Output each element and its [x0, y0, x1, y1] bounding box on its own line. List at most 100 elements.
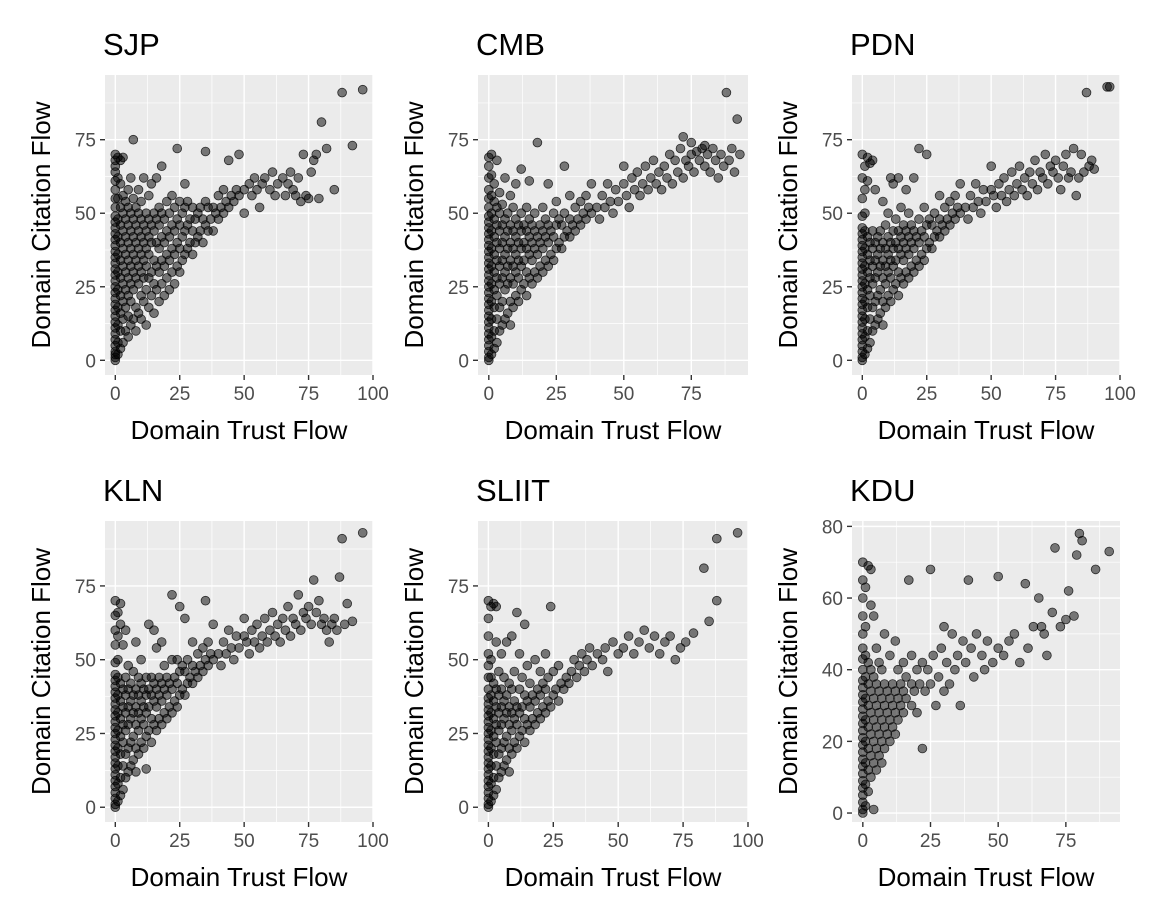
data-point	[180, 179, 190, 189]
data-point	[1025, 167, 1035, 177]
data-point	[1040, 149, 1051, 160]
data-point	[1071, 190, 1081, 201]
x-tick-label: 25	[546, 384, 567, 405]
data-point	[492, 155, 502, 166]
data-point	[623, 631, 634, 641]
data-point	[223, 155, 234, 166]
data-point	[497, 296, 508, 307]
data-point	[1014, 657, 1025, 668]
data-point	[494, 187, 505, 198]
data-point	[933, 672, 944, 682]
data-point	[901, 693, 911, 704]
data-point	[174, 601, 185, 612]
data-point	[280, 190, 291, 201]
data-point	[527, 278, 537, 289]
data-point	[639, 625, 649, 635]
panel-title: CMB	[476, 27, 545, 62]
data-point	[548, 208, 559, 219]
data-point	[591, 202, 602, 213]
data-point	[627, 173, 637, 183]
data-point	[169, 278, 180, 289]
data-point	[879, 629, 890, 639]
data-point	[920, 686, 930, 696]
data-point	[527, 255, 537, 266]
data-point	[1014, 161, 1025, 172]
data-point	[136, 654, 146, 665]
data-point	[1066, 167, 1076, 177]
x-tick-label: 75	[298, 831, 319, 852]
data-point	[860, 582, 871, 593]
data-point	[123, 331, 133, 342]
data-point	[571, 672, 582, 683]
data-point	[529, 208, 540, 219]
data-point	[244, 648, 255, 659]
data-point	[1023, 643, 1033, 653]
data-point	[337, 533, 347, 544]
data-point	[491, 637, 502, 647]
data-point	[664, 149, 675, 160]
data-point	[234, 149, 244, 160]
data-point	[200, 146, 211, 157]
y-axis-title: Domain Citation Flow	[773, 548, 803, 795]
data-point	[259, 173, 270, 183]
y-tick-label: 25	[75, 278, 96, 299]
data-point	[866, 772, 876, 782]
data-point	[502, 308, 513, 319]
data-point	[564, 190, 575, 201]
data-point	[618, 161, 629, 172]
y-tick-label: 0	[832, 351, 843, 372]
data-point	[1076, 149, 1087, 160]
x-axis-title: Domain Trust Flow	[505, 862, 722, 892]
data-point	[594, 214, 605, 224]
data-point	[966, 643, 976, 653]
x-tick-label: 50	[608, 831, 629, 852]
y-tick-label: 50	[448, 204, 469, 225]
y-tick-label: 0	[85, 351, 96, 372]
data-point	[597, 654, 608, 665]
x-tick-label: 75	[298, 384, 319, 405]
data-point	[860, 621, 871, 632]
data-point	[1089, 164, 1099, 174]
data-point	[651, 179, 661, 189]
data-point	[548, 232, 559, 242]
data-point	[519, 737, 530, 748]
data-point	[483, 161, 494, 172]
data-point	[600, 643, 610, 653]
y-tick-label: 20	[822, 732, 843, 753]
data-point	[113, 654, 123, 665]
data-point	[982, 636, 993, 646]
panel-title: KDU	[850, 473, 915, 508]
data-point	[893, 173, 904, 183]
data-point	[1090, 564, 1101, 575]
y-tick-label: 50	[448, 651, 469, 672]
data-point	[519, 619, 530, 630]
data-point	[172, 702, 183, 712]
chart-panel: 0 25 50 75 100 0 25 50 75 KLN Domain Trust Flow Dom…	[26, 473, 389, 892]
data-point	[680, 637, 691, 647]
data-point	[880, 220, 891, 230]
data-point	[944, 679, 955, 689]
data-point	[167, 190, 177, 201]
data-point	[357, 84, 368, 95]
data-point	[667, 179, 678, 189]
data-point	[912, 707, 922, 718]
data-point	[324, 637, 335, 647]
y-tick-label: 75	[75, 131, 96, 152]
data-point	[718, 161, 729, 172]
data-point	[249, 173, 260, 183]
data-point	[914, 679, 925, 689]
data-point	[293, 173, 304, 183]
data-point	[156, 161, 167, 172]
data-point	[548, 255, 559, 266]
data-point	[512, 743, 522, 753]
data-point	[1047, 607, 1058, 618]
panel-title: KLN	[103, 473, 163, 508]
y-axis-title: Domain Citation Flow	[773, 101, 803, 348]
data-point	[906, 700, 917, 711]
data-point	[955, 700, 966, 711]
data-point	[295, 625, 306, 635]
data-point	[283, 601, 293, 612]
data-point	[870, 184, 880, 195]
data-point	[486, 654, 496, 665]
data-point	[118, 152, 128, 163]
